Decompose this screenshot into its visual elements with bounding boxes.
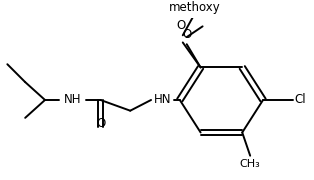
Text: Cl: Cl — [295, 93, 306, 107]
Text: methoxy: methoxy — [169, 1, 220, 14]
Text: NH: NH — [64, 93, 82, 107]
Text: O: O — [182, 28, 191, 41]
Text: O: O — [96, 117, 105, 130]
Text: O: O — [176, 19, 185, 32]
Text: CH₃: CH₃ — [240, 159, 261, 169]
Text: HN: HN — [154, 93, 172, 107]
